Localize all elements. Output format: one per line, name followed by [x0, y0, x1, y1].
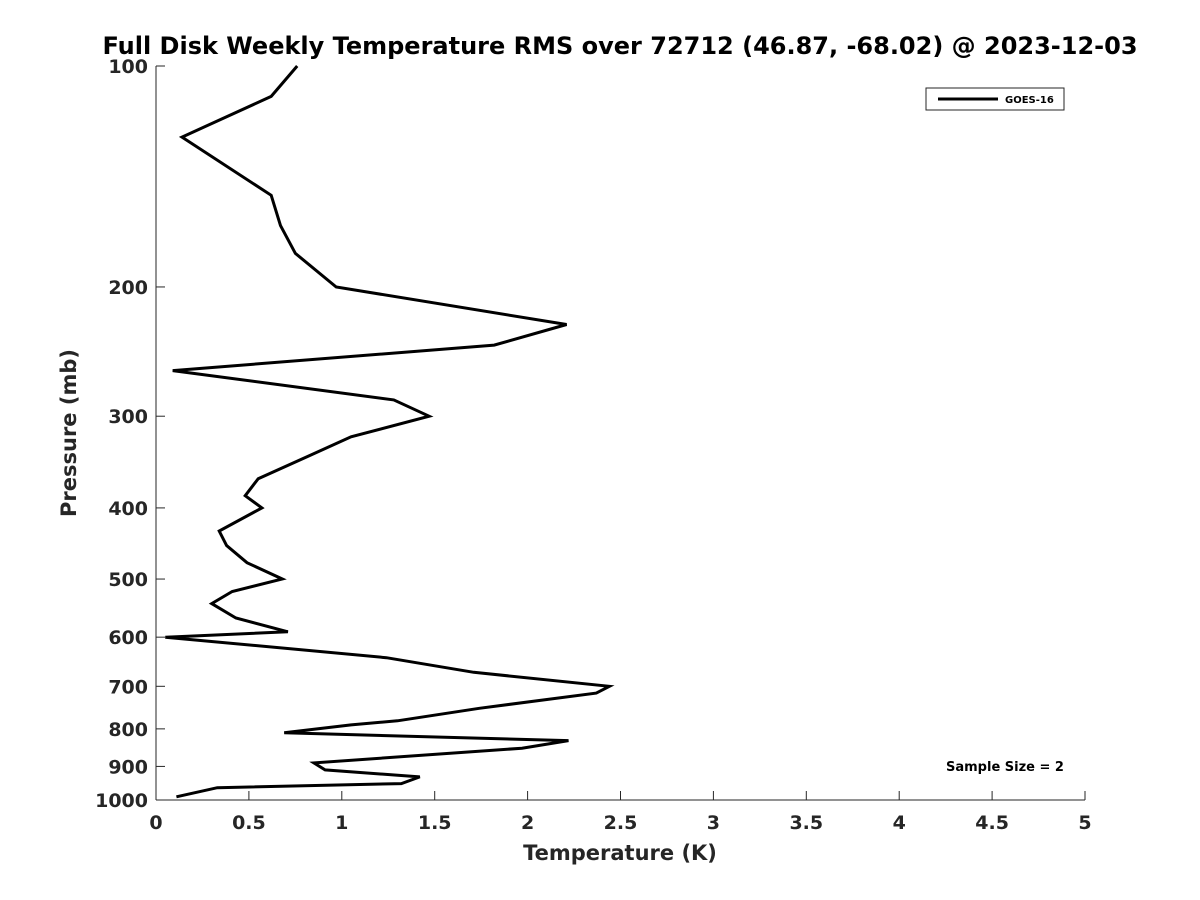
x-axis-ticks: 0 0.5 1 1.5 2 2.5 3 3.5 4 4.5 5: [149, 791, 1092, 834]
sample-size-annotation: Sample Size = 2: [946, 760, 1064, 775]
y-axis-ticks: 100 200 300 400 500 600 700 800 900 1000: [95, 56, 165, 812]
x-tick-label: 2.5: [604, 812, 638, 834]
x-tick-label: 0.5: [232, 812, 266, 834]
x-tick-label: 4: [893, 812, 906, 834]
x-tick-label: 1: [335, 812, 348, 834]
y-tick-label: 900: [108, 756, 148, 778]
x-tick-label: 0: [149, 812, 162, 834]
x-tick-label: 3: [707, 812, 720, 834]
legend-label-goes-16: GOES-16: [1005, 95, 1054, 106]
y-axis-label: Pressure (mb): [57, 349, 81, 517]
x-tick-label: 4.5: [975, 812, 1009, 834]
y-tick-label: 700: [108, 676, 148, 698]
y-tick-label: 300: [108, 406, 148, 428]
y-tick-label: 1000: [95, 790, 148, 812]
x-tick-label: 3.5: [789, 812, 823, 834]
y-tick-label: 500: [108, 569, 148, 591]
x-tick-label: 5: [1078, 812, 1091, 834]
legend: GOES-16: [925, 87, 1065, 111]
chart-title: Full Disk Weekly Temperature RMS over 72…: [102, 32, 1137, 60]
y-tick-label: 800: [108, 719, 148, 741]
y-tick-label: 100: [108, 56, 148, 78]
y-tick-label: 600: [108, 627, 148, 649]
y-tick-label: 200: [108, 277, 148, 299]
goes-16-series-line: [165, 65, 615, 799]
x-tick-label: 1.5: [418, 812, 452, 834]
x-tick-label: 2: [521, 812, 534, 834]
x-axis-label: Temperature (K): [523, 841, 717, 865]
y-tick-label: 400: [108, 498, 148, 520]
